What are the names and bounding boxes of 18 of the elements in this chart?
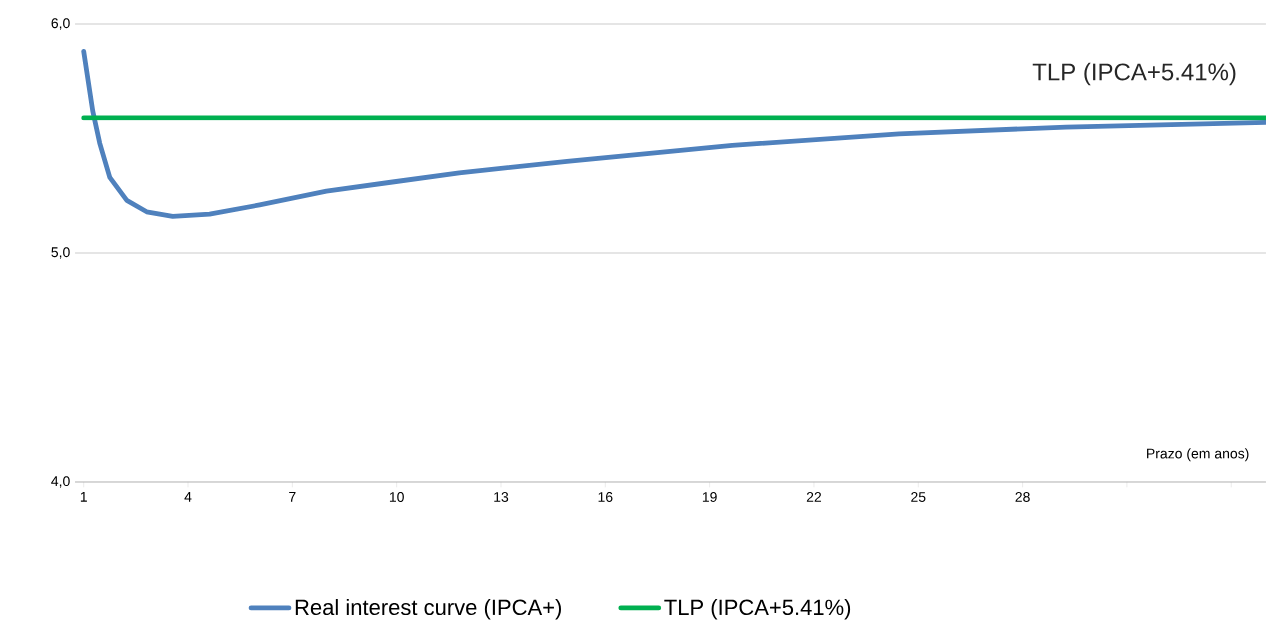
y-tick-label: 4,0 (51, 476, 70, 488)
x-tick-label: 16 (598, 492, 613, 502)
legend-label: Real interest curve (IPCA+) (295, 598, 561, 620)
annotation: TLP (IPCA+5.41%) (1032, 62, 1236, 86)
x-tick-label: 22 (806, 492, 822, 502)
legend-label: TLP (IPCA+5.41%) (664, 598, 851, 620)
x-tick-label: 7 (289, 492, 296, 502)
x-tick-label: 19 (702, 492, 717, 502)
x-tick-label: 1 (80, 492, 87, 502)
y-tick-label: 6,0 (51, 18, 70, 30)
x-tick-label: 28 (1015, 492, 1030, 502)
line-series (81, 49, 1266, 219)
x-tick-label: 13 (494, 492, 509, 502)
x-tick-label: 25 (911, 492, 926, 502)
y-tick-label: 5,0 (51, 247, 70, 259)
x-tick-label: 10 (389, 492, 404, 502)
x-tick-label: 4 (184, 492, 192, 502)
x-axis-title: Prazo (em anos) (1147, 448, 1249, 462)
